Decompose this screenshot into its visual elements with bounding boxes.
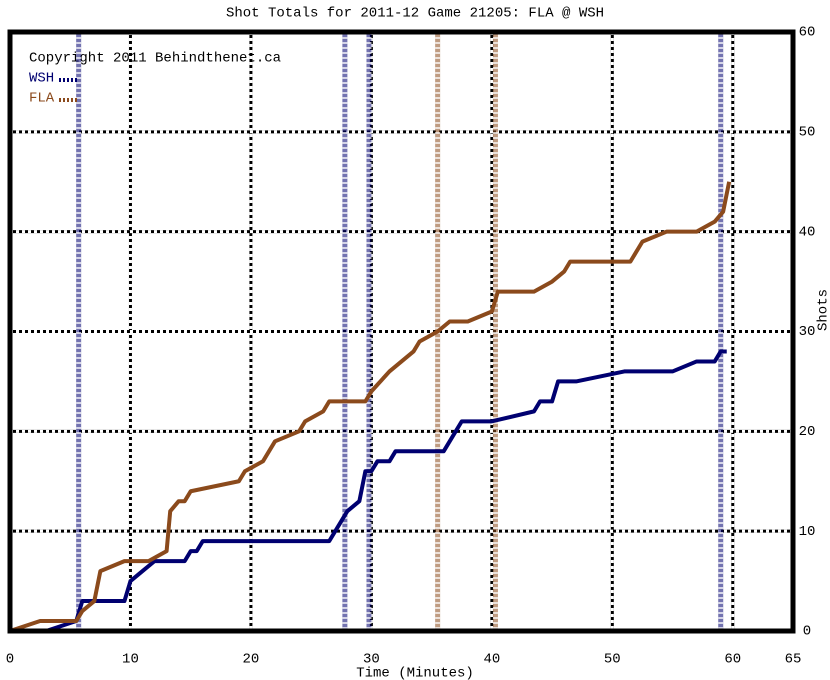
x-tick-label: 30 bbox=[363, 652, 380, 668]
x-tick-label: 10 bbox=[122, 652, 139, 668]
y-tick-label: 20 bbox=[799, 424, 816, 440]
series-line bbox=[10, 349, 727, 633]
y-axis-label: Shots bbox=[816, 289, 830, 331]
y-tick-label: 0 bbox=[803, 624, 811, 640]
chart-title: Shot Totals for 2011-12 Game 21205: FLA … bbox=[226, 6, 604, 22]
legend-label: WSH bbox=[29, 71, 54, 87]
x-tick-label: 60 bbox=[724, 652, 741, 668]
plot-frame bbox=[7, 29, 796, 634]
x-tick-label: 65 bbox=[785, 652, 802, 668]
x-tick-label: 50 bbox=[604, 652, 621, 668]
y-tick-label: 30 bbox=[799, 324, 816, 340]
legend-label: FLA bbox=[29, 91, 55, 107]
x-tick-label: 20 bbox=[243, 652, 260, 668]
y-tick-label: 60 bbox=[799, 25, 816, 41]
annotation: Copyright 2011 Behindthenet.ca bbox=[29, 51, 281, 67]
series-line bbox=[9, 181, 732, 633]
y-tick-label: 40 bbox=[799, 224, 816, 240]
x-tick-label: 0 bbox=[6, 652, 14, 668]
x-axis-label: Time (Minutes) bbox=[356, 666, 474, 680]
y-tick-label: 10 bbox=[799, 524, 816, 540]
x-tick-label: 40 bbox=[483, 652, 500, 668]
y-tick-label: 50 bbox=[799, 125, 816, 141]
